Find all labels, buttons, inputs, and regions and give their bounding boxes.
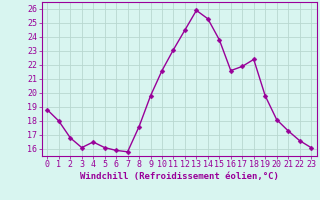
X-axis label: Windchill (Refroidissement éolien,°C): Windchill (Refroidissement éolien,°C)	[80, 172, 279, 181]
